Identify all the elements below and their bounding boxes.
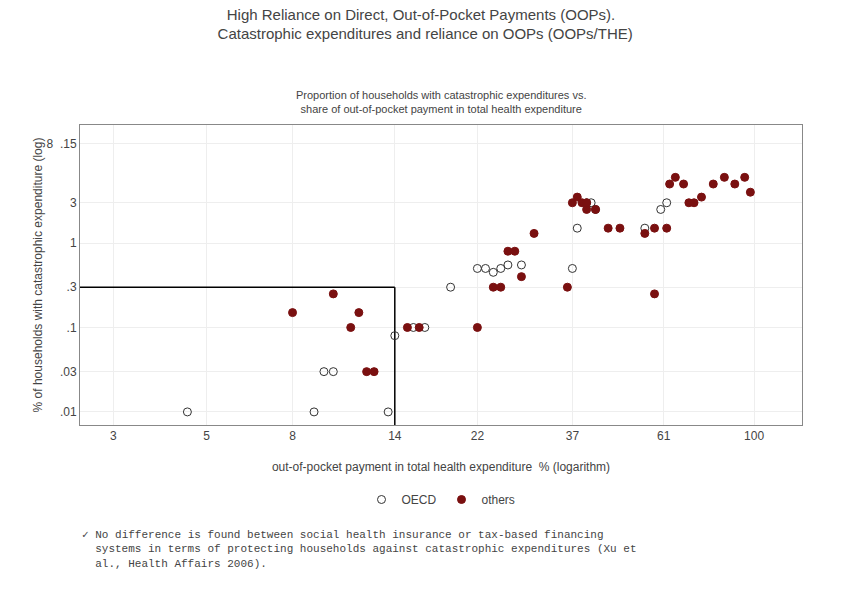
svg-text:out-of-pocket payment in total: out-of-pocket payment in total health ex…	[272, 460, 610, 474]
svg-text:.01: .01	[60, 405, 77, 419]
svg-text:37: 37	[566, 429, 580, 443]
svg-text:High Reliance on Direct, Out-o: High Reliance on Direct, Out-of-Pocket P…	[209, 6, 633, 43]
svg-text:14: 14	[388, 429, 402, 443]
svg-text:✓ No difference is found betwe: ✓ No difference is found between social …	[82, 529, 637, 570]
svg-text:Proportion of households with: Proportion of households with catastroph…	[296, 89, 586, 115]
svg-text:.1: .1	[67, 321, 77, 335]
svg-text:others: others	[482, 493, 515, 507]
svg-text:61: 61	[657, 429, 671, 443]
svg-text:OECD: OECD	[402, 493, 437, 507]
svg-text:3: 3	[110, 429, 117, 443]
svg-text:8 .15: 8 .15	[47, 137, 77, 151]
svg-text:100: 100	[744, 429, 764, 443]
svg-text:3: 3	[70, 196, 77, 210]
svg-text:% of households with catastrop: % of households with catastrophic expend…	[31, 138, 45, 413]
svg-text:.03: .03	[60, 365, 77, 379]
svg-text:1: 1	[70, 236, 77, 250]
svg-text:8: 8	[289, 429, 296, 443]
svg-text:.3: .3	[67, 280, 77, 294]
svg-text:22: 22	[471, 429, 485, 443]
svg-text:5: 5	[203, 429, 210, 443]
